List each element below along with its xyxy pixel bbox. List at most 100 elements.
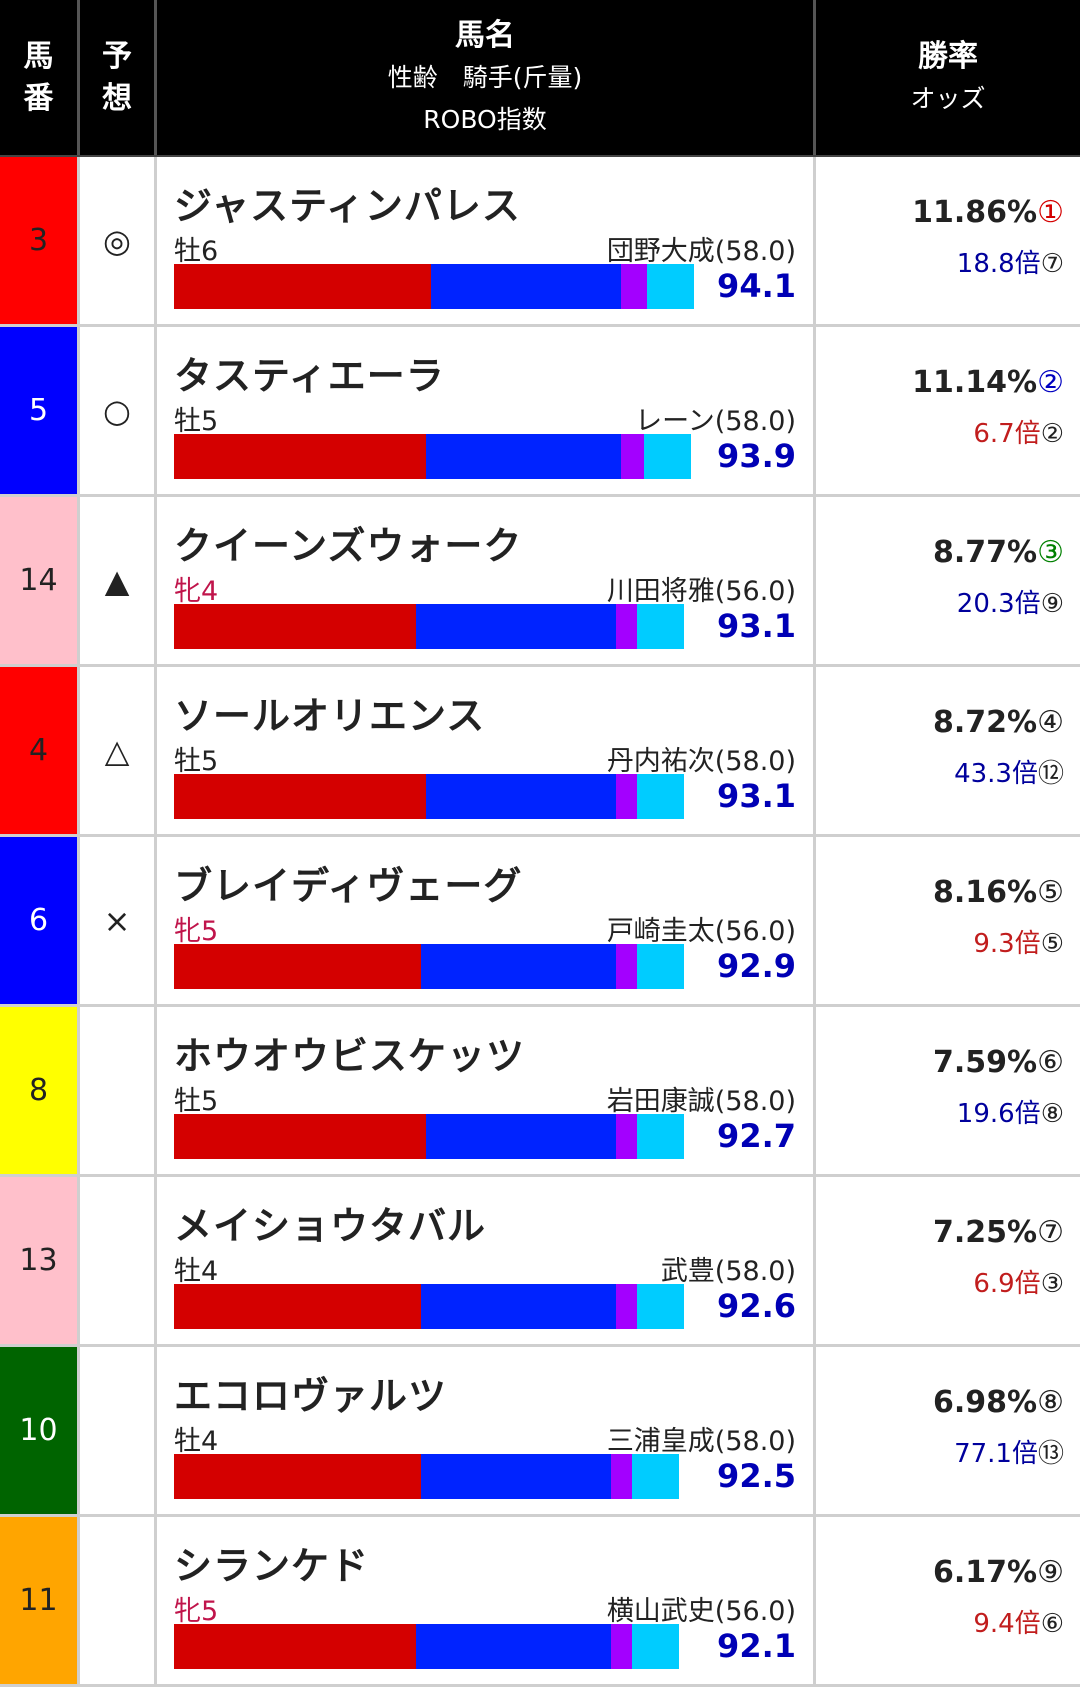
win-rate-value: 6.98% (933, 1385, 1038, 1420)
horse-name[interactable]: ソールオリエンス (174, 694, 486, 738)
bar-segment-red (174, 774, 426, 819)
jockey-weight: 武豊(58.0) (660, 1256, 796, 1287)
odds-rank: ⑥ (1040, 1609, 1064, 1639)
win-rate-cell: 8.72%④ 43.3倍⑫ (816, 667, 1080, 834)
prediction-mark (80, 1007, 157, 1174)
sex-age: 牝5 (174, 1596, 219, 1627)
win-rate-value: 7.59% (933, 1045, 1038, 1080)
bar-segment-purple (611, 1454, 632, 1499)
horse-number: 5 (0, 327, 80, 494)
horse-info-cell: ブレイディヴェーグ 牝5 戸崎圭太(56.0) 92.9 (157, 837, 816, 1004)
table-row[interactable]: 13 メイショウタバル 牡4 武豊(58.0) 92.6 7.25%⑦ 6.9倍③ (0, 1177, 1080, 1347)
win-rate-rank: ⑥ (1037, 1045, 1064, 1080)
horse-number: 3 (0, 157, 80, 324)
odds-value: 9.3倍 (973, 929, 1041, 959)
bar-segment-purple (616, 944, 637, 989)
win-rate-value: 11.14% (912, 365, 1038, 400)
win-rate-value: 7.25% (933, 1215, 1038, 1250)
bar-segment-cyan (637, 1114, 684, 1159)
horse-name[interactable]: エコロヴァルツ (174, 1374, 448, 1418)
sex-age: 牝4 (174, 576, 219, 607)
win-rate-rank: ⑦ (1037, 1215, 1064, 1250)
horse-name[interactable]: ブレイディヴェーグ (174, 864, 523, 908)
header-rate-sub: オッズ (910, 83, 986, 113)
win-rate-rank: ④ (1037, 705, 1064, 740)
horse-name[interactable]: タスティエーラ (174, 354, 445, 398)
horse-number: 14 (0, 497, 80, 664)
bar-segment-red (174, 1284, 421, 1329)
prediction-mark (80, 1347, 157, 1514)
win-rate-cell: 6.17%⑨ 9.4倍⑥ (816, 1517, 1080, 1684)
win-rate-cell: 11.86%① 18.8倍⑦ (816, 157, 1080, 324)
horse-name[interactable]: メイショウタバル (174, 1204, 487, 1248)
win-rate-cell: 7.59%⑥ 19.6倍⑧ (816, 1007, 1080, 1174)
horse-info-cell: タスティエーラ 牡5 レーン(58.0) 93.9 (157, 327, 816, 494)
sex-age: 牝5 (174, 916, 219, 947)
header-prediction: 予 想 (80, 0, 157, 155)
bar-segment-red (174, 434, 426, 479)
horse-number: 6 (0, 837, 80, 1004)
table-row[interactable]: 10 エコロヴァルツ 牡4 三浦皇成(58.0) 92.5 6.98%⑧ 77.1倍⑬ (0, 1347, 1080, 1517)
table-row[interactable]: 4 △ ソールオリエンス 牡5 丹内祐次(58.0) 93.1 8.72%④ 43.3倍⑫ (0, 667, 1080, 837)
odds: 77.1倍⑬ (954, 1433, 1064, 1470)
table-row[interactable]: 11 シランケド 牝5 横山武史(56.0) 92.1 6.17%⑨ 9.4倍⑥ (0, 1517, 1080, 1687)
win-rate-cell: 11.14%② 6.7倍② (816, 327, 1080, 494)
prediction-mark (80, 1177, 157, 1344)
horse-name[interactable]: クイーンズウォーク (174, 524, 523, 568)
win-rate-value: 6.17% (933, 1555, 1038, 1590)
header-num-line2: 番 (23, 80, 54, 116)
horse-info-cell: ソールオリエンス 牡5 丹内祐次(58.0) 93.1 (157, 667, 816, 834)
jockey-weight: 丹内祐次(58.0) (606, 746, 796, 777)
odds: 20.3倍⑨ (957, 583, 1064, 620)
odds-rank: ⑨ (1040, 589, 1064, 619)
win-rate-value: 8.77% (933, 535, 1038, 570)
table-row[interactable]: 6 × ブレイディヴェーグ 牝5 戸崎圭太(56.0) 92.9 8.16%⑤ 9.3倍⑤ (0, 837, 1080, 1007)
bar-segment-red (174, 944, 421, 989)
jockey-weight: 団野大成(58.0) (606, 236, 796, 267)
table-row[interactable]: 8 ホウオウビスケッツ 牡5 岩田康誠(58.0) 92.7 7.59%⑥ 19.6倍⑧ (0, 1007, 1080, 1177)
table-row[interactable]: 3 ◎ ジャスティンパレス 牡6 団野大成(58.0) 94.1 11.86%① 18.8倍⑦ (0, 157, 1080, 327)
bar-segment-blue (421, 1454, 611, 1499)
sex-age: 牡5 (174, 746, 219, 777)
bar-segment-red (174, 604, 416, 649)
header-name-sub: 性齢 騎手(斤量) (387, 62, 583, 92)
sex-age: 牡5 (174, 1086, 219, 1117)
odds-rank: ⑫ (1037, 759, 1064, 789)
robo-index: 94.1 (717, 267, 796, 305)
horse-name[interactable]: ジャスティンパレス (174, 184, 521, 228)
win-rate-value: 8.72% (933, 705, 1038, 740)
odds-value: 77.1倍 (954, 1439, 1038, 1469)
table-row[interactable]: 14 ▲ クイーンズウォーク 牝4 川田将雅(56.0) 93.1 8.77%③ 20.3倍⑨ (0, 497, 1080, 667)
table-row[interactable]: 5 ○ タスティエーラ 牡5 レーン(58.0) 93.9 11.14%② 6.7倍② (0, 327, 1080, 497)
win-rate-rank: ① (1037, 195, 1064, 230)
robo-index: 92.6 (717, 1287, 796, 1325)
horse-name[interactable]: シランケド (174, 1544, 370, 1588)
horse-name[interactable]: ホウオウビスケッツ (174, 1034, 526, 1078)
header-horse-number: 馬 番 (0, 0, 80, 155)
odds-value: 9.4倍 (973, 1609, 1041, 1639)
horse-number: 11 (0, 1517, 80, 1684)
jockey-weight: 戸崎圭太(56.0) (606, 916, 796, 947)
robo-index-bar (174, 434, 691, 479)
header-horse-name: 馬名 性齢 騎手(斤量) ROBO指数 (157, 0, 816, 155)
win-rate: 8.77%③ (933, 535, 1064, 570)
odds-rank: ⑤ (1040, 929, 1064, 959)
win-rate: 8.72%④ (933, 705, 1064, 740)
bar-segment-cyan (647, 264, 694, 309)
win-rate-cell: 8.77%③ 20.3倍⑨ (816, 497, 1080, 664)
robo-index-bar (174, 1284, 684, 1329)
odds-rank: ⑬ (1037, 1439, 1064, 1469)
prediction-mark: △ (80, 667, 157, 834)
odds: 9.3倍⑤ (973, 923, 1064, 960)
odds: 19.6倍⑧ (957, 1093, 1064, 1130)
odds-value: 19.6倍 (956, 1099, 1041, 1129)
bar-segment-red (174, 1624, 416, 1669)
jockey-weight: 三浦皇成(58.0) (606, 1426, 796, 1457)
prediction-mark (80, 1517, 157, 1684)
jockey-weight: 川田将雅(56.0) (606, 576, 796, 607)
bar-segment-purple (616, 1284, 637, 1329)
bar-segment-cyan (632, 1454, 679, 1499)
odds: 6.9倍③ (973, 1263, 1064, 1300)
horse-info-cell: エコロヴァルツ 牡4 三浦皇成(58.0) 92.5 (157, 1347, 816, 1514)
